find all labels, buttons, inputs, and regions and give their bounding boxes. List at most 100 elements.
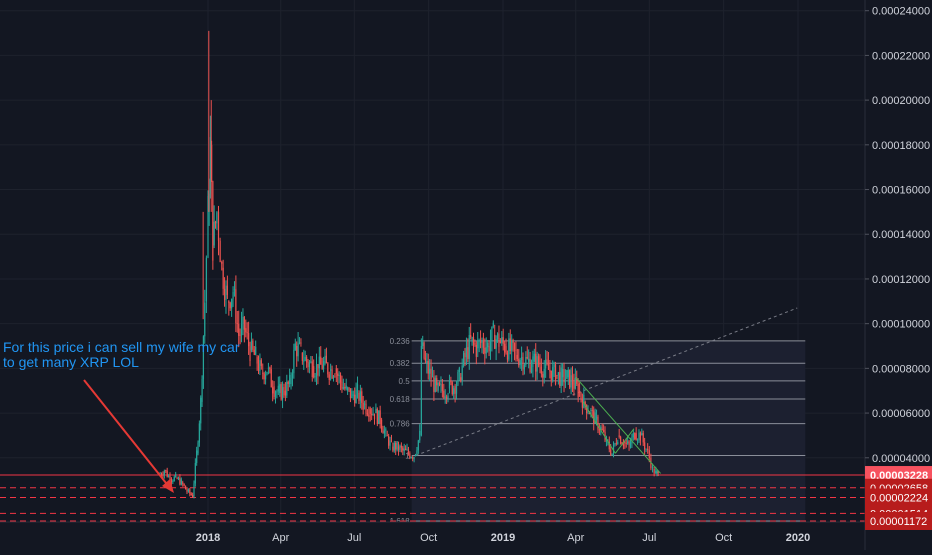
candle-body (348, 387, 350, 389)
candle-body (250, 340, 253, 351)
candle-body (389, 440, 391, 446)
candle-body (482, 341, 485, 348)
candle-body (614, 443, 616, 445)
candle-body (173, 476, 175, 482)
candle-body (342, 387, 344, 389)
candle-body (479, 340, 482, 344)
candle-body (470, 335, 472, 338)
candle-body (183, 483, 185, 486)
candle-body (347, 387, 349, 391)
candle-body (283, 387, 285, 395)
candle-body (438, 382, 441, 386)
candle-body (236, 323, 238, 324)
candle-body (386, 435, 388, 437)
candle-body (399, 445, 401, 450)
candle-body (321, 364, 323, 370)
candle-body (405, 448, 407, 451)
price-marker-badge (865, 511, 932, 530)
candle-body (365, 403, 367, 414)
candle-body (277, 385, 279, 392)
candle-body (556, 375, 558, 376)
candle-body (264, 374, 267, 380)
candle-body (392, 446, 394, 451)
candle-body (190, 493, 192, 495)
candle-body (496, 333, 499, 339)
y-tick-label: 0.00018000 (872, 140, 930, 152)
candle-body (651, 466, 654, 469)
candle-body (455, 384, 458, 394)
candle-body (532, 356, 534, 368)
candle-body (289, 374, 291, 385)
candle-body (239, 334, 241, 336)
candle-body (488, 346, 490, 352)
candle-body (598, 429, 600, 431)
candle-body (547, 362, 550, 370)
candle-body (501, 337, 503, 343)
candle-body (509, 338, 511, 352)
candle-body (638, 432, 640, 440)
candle-body (335, 368, 337, 374)
candle-body (248, 333, 250, 347)
candle-body (448, 380, 451, 389)
candle-body (328, 374, 330, 380)
fib-level-label: 0.236 (390, 337, 411, 346)
candle-body (196, 450, 198, 463)
candle-body (235, 289, 237, 324)
candle-body (542, 373, 544, 378)
candle-body (223, 288, 226, 301)
candle-body (338, 374, 340, 376)
candle-body (371, 413, 373, 416)
candle-body (279, 384, 281, 393)
candle-body (610, 449, 612, 455)
candle-body (397, 446, 400, 450)
candle-body (465, 347, 468, 358)
fib-level-label: 0.382 (390, 359, 411, 368)
candle-body (359, 391, 361, 401)
candle-body (205, 257, 207, 302)
x-tick-label: Jul (642, 532, 656, 544)
candle-body (217, 211, 220, 241)
candle-body (269, 367, 271, 370)
candle-body (160, 474, 163, 476)
candle-body (619, 436, 622, 444)
candle-body (546, 359, 548, 363)
candle-body (526, 357, 528, 359)
candle-body (485, 347, 487, 354)
fib-level-label: 1 (405, 452, 410, 461)
candle-body (576, 378, 578, 384)
candle-body (434, 378, 436, 392)
candle-body (259, 360, 261, 371)
candle-body (385, 429, 387, 431)
candle-body (393, 443, 395, 451)
candle-body (436, 378, 438, 386)
candle-body (597, 416, 599, 430)
candle-body (296, 346, 298, 357)
candle-body (176, 477, 178, 479)
candle-body (590, 410, 592, 411)
candle-body (163, 470, 165, 476)
candle-body (290, 377, 292, 385)
candle-body (325, 355, 328, 364)
candle-body (502, 337, 504, 344)
candle-body (231, 298, 233, 309)
candle-body (422, 342, 424, 347)
candle-body (447, 395, 449, 399)
candle-body (266, 371, 268, 375)
candle-body (344, 387, 346, 389)
candle-body (587, 412, 589, 414)
candle-body (530, 367, 533, 373)
candle-body (520, 356, 523, 361)
candle-body (284, 390, 286, 396)
candle-body (396, 441, 398, 450)
candle-body (322, 361, 325, 370)
candle-body (553, 364, 555, 368)
candle-body (657, 471, 659, 473)
candle-body (522, 357, 524, 370)
candle-body (228, 301, 230, 303)
trend-line (614, 428, 635, 454)
candle-body (395, 443, 397, 450)
candle-body (580, 392, 582, 399)
candle-body (300, 342, 302, 344)
